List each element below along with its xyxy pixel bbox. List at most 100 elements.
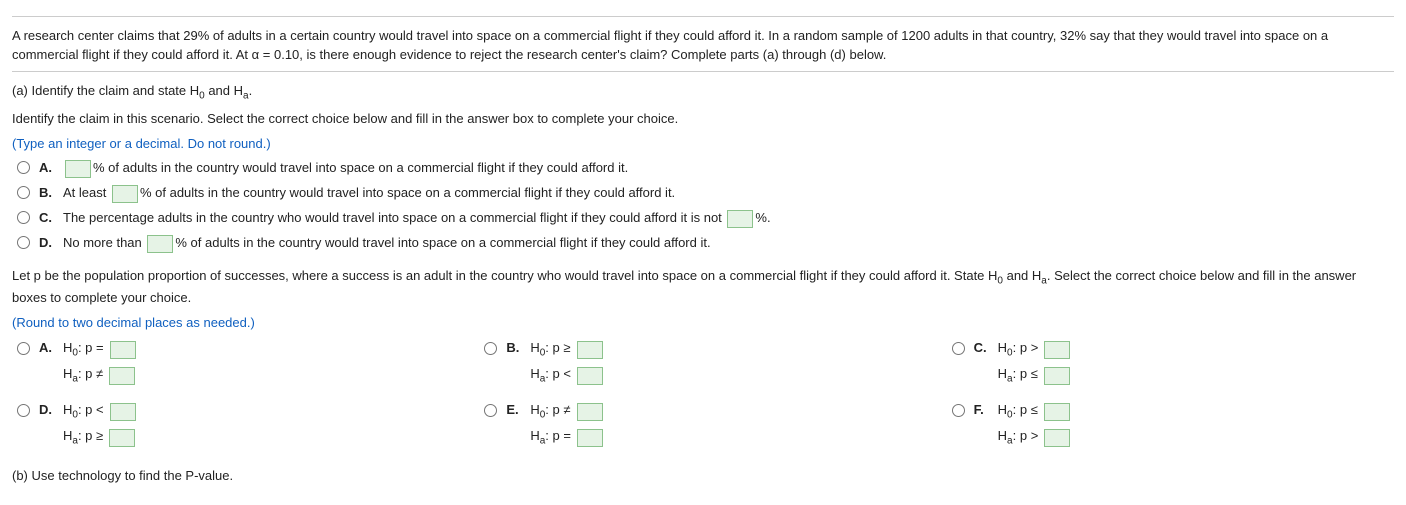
claim-hint: (Type an integer or a decimal. Do not ro… xyxy=(12,135,1394,154)
h0-op: ≤ xyxy=(1027,402,1038,417)
ha-input-d[interactable] xyxy=(109,429,135,447)
h0-line: H0: p ≥ xyxy=(530,339,605,361)
h0-post: : p xyxy=(545,402,559,417)
choice-letter: E. xyxy=(506,401,524,420)
choice-letter: A. xyxy=(39,339,57,358)
h0-line: H0: p ≠ xyxy=(530,401,605,423)
choice-letter: D. xyxy=(39,401,57,420)
h0-line: H0: p ≤ xyxy=(998,401,1073,423)
ha-post: : p xyxy=(78,366,92,381)
choice-text: % of adults in the country would travel … xyxy=(63,159,628,178)
part-a-heading: (a) Identify the claim and state H0 and … xyxy=(12,82,1394,104)
choice-letter: C. xyxy=(39,209,57,228)
claim-choice-d: D. No more than % of adults in the count… xyxy=(12,234,1394,253)
h0-op: < xyxy=(92,402,103,417)
h0-line: H0: p < xyxy=(63,401,138,423)
hyp-radio-b[interactable] xyxy=(484,342,497,355)
hyp-prompt-2: and H xyxy=(1003,268,1041,283)
choice-letter: F. xyxy=(974,401,992,420)
choice-letter: B. xyxy=(506,339,524,358)
hypothesis-prompt: Let p be the population proportion of su… xyxy=(12,267,1394,308)
choice-text-before: No more than xyxy=(63,235,145,250)
ha-line: Ha: p ≠ xyxy=(63,365,138,387)
hyp-choice-c: C. H0: p > Ha: p ≤ xyxy=(947,339,1394,387)
h0-op: ≥ xyxy=(560,340,571,355)
h0-op: ≠ xyxy=(560,402,571,417)
ha-input-f[interactable] xyxy=(1044,429,1070,447)
ha-input-c[interactable] xyxy=(1044,367,1070,385)
choice-letter: A. xyxy=(39,159,57,178)
ha-line: Ha: p > xyxy=(998,427,1073,449)
hyp-radio-e[interactable] xyxy=(484,404,497,417)
hyp-prompt-1: Let p be the population proportion of su… xyxy=(12,268,997,283)
hyp-choice-e: E. H0: p ≠ Ha: p = xyxy=(479,401,926,449)
ha-op: ≥ xyxy=(92,428,103,443)
h0-pre: H xyxy=(530,340,539,355)
ha-op: = xyxy=(560,428,571,443)
ha-pre: H xyxy=(530,428,539,443)
ha-pre: H xyxy=(63,428,72,443)
hyp-radio-f[interactable] xyxy=(952,404,965,417)
choice-letter: D. xyxy=(39,234,57,253)
ha-line: Ha: p ≥ xyxy=(63,427,138,449)
claim-radio-a[interactable] xyxy=(17,161,30,174)
ha-pre: H xyxy=(63,366,72,381)
h0-op: = xyxy=(92,340,103,355)
claim-input-b[interactable] xyxy=(112,185,138,203)
choice-text: At least % of adults in the country woul… xyxy=(63,184,675,203)
claim-radio-d[interactable] xyxy=(17,236,30,249)
ha-op: ≤ xyxy=(1027,366,1038,381)
h0-input-c[interactable] xyxy=(1044,341,1070,359)
claim-input-a[interactable] xyxy=(65,160,91,178)
choice-letter: B. xyxy=(39,184,57,203)
h0-post: : p xyxy=(78,402,92,417)
ha-line: Ha: p < xyxy=(530,365,605,387)
h0-input-e[interactable] xyxy=(577,403,603,421)
hyp-choice-b: B. H0: p ≥ Ha: p < xyxy=(479,339,926,387)
hyp-radio-d[interactable] xyxy=(17,404,30,417)
ha-post: : p xyxy=(545,428,559,443)
choice-letter: C. xyxy=(974,339,992,358)
ha-input-e[interactable] xyxy=(577,429,603,447)
claim-radio-b[interactable] xyxy=(17,186,30,199)
ha-line: Ha: p = xyxy=(530,427,605,449)
h0-post: : p xyxy=(1013,402,1027,417)
choice-text-before: The percentage adults in the country who… xyxy=(63,210,725,225)
ha-op: ≠ xyxy=(92,366,103,381)
hyp-radio-c[interactable] xyxy=(952,342,965,355)
choice-text-after: %. xyxy=(755,210,770,225)
problem-intro: A research center claims that 29% of adu… xyxy=(12,27,1394,65)
ha-post: : p xyxy=(1013,366,1027,381)
h0-input-f[interactable] xyxy=(1044,403,1070,421)
part-a-text-2: and H xyxy=(205,83,243,98)
ha-line: Ha: p ≤ xyxy=(998,365,1073,387)
h0-pre: H xyxy=(63,402,72,417)
h0-input-a[interactable] xyxy=(110,341,136,359)
hyp-radio-a[interactable] xyxy=(17,342,30,355)
claim-choice-c: C. The percentage adults in the country … xyxy=(12,209,1394,228)
claim-input-d[interactable] xyxy=(147,235,173,253)
choice-text-after: % of adults in the country would travel … xyxy=(175,235,710,250)
h0-pre: H xyxy=(998,340,1007,355)
h0-input-b[interactable] xyxy=(577,341,603,359)
h0-post: : p xyxy=(1013,340,1027,355)
ha-input-a[interactable] xyxy=(109,367,135,385)
hyp-choice-a: A. H0: p = Ha: p ≠ xyxy=(12,339,459,387)
h0-pre: H xyxy=(998,402,1007,417)
h0-input-d[interactable] xyxy=(110,403,136,421)
ha-input-b[interactable] xyxy=(577,367,603,385)
part-a-text-3: . xyxy=(249,83,253,98)
ha-op: > xyxy=(1027,428,1038,443)
choice-text-after: % of adults in the country would travel … xyxy=(140,185,675,200)
claim-input-c[interactable] xyxy=(727,210,753,228)
hyp-choice-d: D. H0: p < Ha: p ≥ xyxy=(12,401,459,449)
part-b-heading: (b) Use technology to find the P-value. xyxy=(12,467,1394,486)
claim-choice-a: A. % of adults in the country would trav… xyxy=(12,159,1394,178)
h0-pre: H xyxy=(63,340,72,355)
hypothesis-hint: (Round to two decimal places as needed.) xyxy=(12,314,1394,333)
claim-radio-c[interactable] xyxy=(17,211,30,224)
ha-post: : p xyxy=(78,428,92,443)
ha-pre: H xyxy=(998,366,1007,381)
choice-text-after: % of adults in the country would travel … xyxy=(93,160,628,175)
choice-text: No more than % of adults in the country … xyxy=(63,234,711,253)
